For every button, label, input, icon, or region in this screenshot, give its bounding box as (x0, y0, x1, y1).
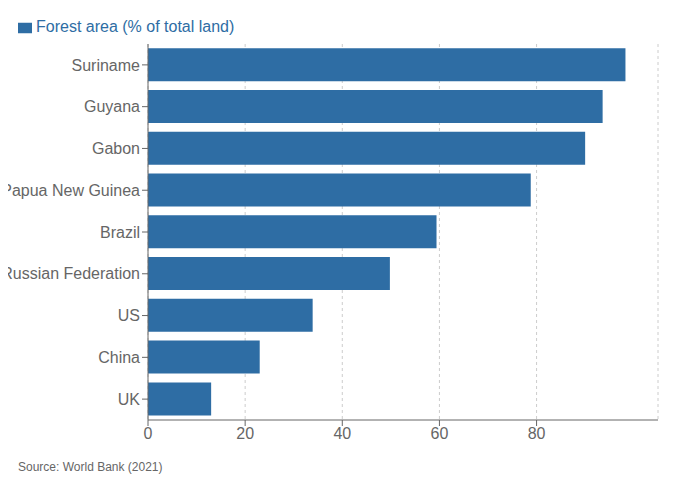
svg-text:20: 20 (236, 425, 254, 442)
svg-text:Suriname: Suriname (72, 57, 141, 74)
svg-text:80: 80 (528, 425, 546, 442)
svg-text:Russian Federation: Russian Federation (8, 265, 140, 282)
html-text:Source: World Bank (2021): Source: World Bank (2021) (18, 460, 163, 474)
svg-text:Papua New Guinea: Papua New Guinea (8, 182, 140, 199)
svg-text:Gabon: Gabon (92, 140, 140, 157)
html-text:Forest area (% of total land): Forest area (% of total land) (36, 18, 235, 35)
svg-text:0: 0 (144, 425, 153, 442)
svg-text:Guyana: Guyana (84, 98, 140, 115)
svg-text:UK: UK (118, 391, 141, 408)
svg-text:40: 40 (333, 425, 351, 442)
svg-text:Brazil: Brazil (100, 224, 140, 241)
svg-text:China: China (98, 349, 140, 366)
svg-text:US: US (118, 307, 140, 324)
svg-text:60: 60 (431, 425, 449, 442)
